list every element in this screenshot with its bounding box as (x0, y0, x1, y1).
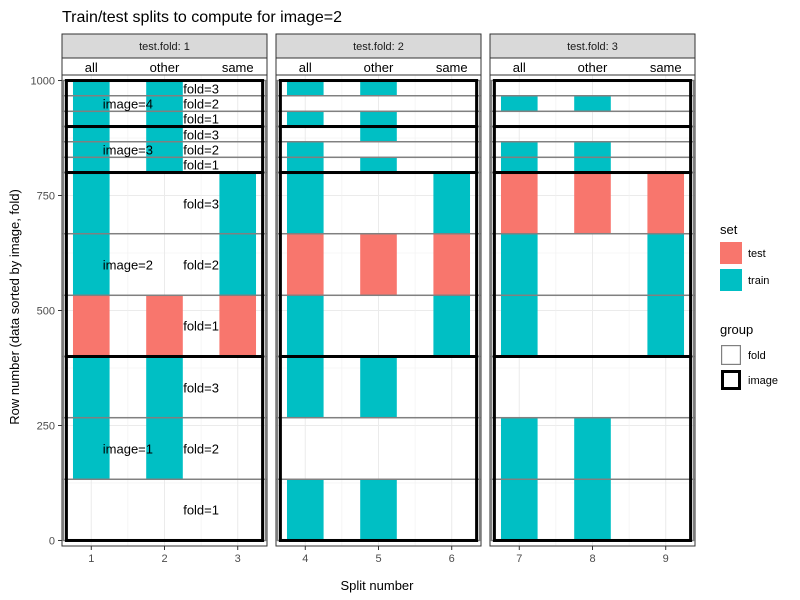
x-tick-label: 6 (449, 553, 455, 565)
x-tick-label: 2 (161, 553, 167, 565)
bar-train (146, 126, 183, 173)
legend-key-image (721, 370, 741, 390)
facet-panel: test.fold: 3 all other same 7 8 9 (489, 33, 696, 565)
x-axis-title: Split number (341, 578, 415, 593)
legend-key-test (720, 242, 742, 264)
bar-test (360, 233, 397, 296)
subset-label: all (85, 60, 98, 75)
annotation-label: fold=3 (183, 380, 219, 395)
y-tick-label: 500 (37, 306, 55, 318)
bar-test (574, 172, 611, 234)
image-rect (64, 79, 265, 129)
facet-strip (61, 33, 268, 59)
annotation-label: image=1 (103, 441, 153, 456)
facet-strip-label: test.fold: 2 (353, 41, 404, 53)
x-tick-label: 1 (88, 553, 94, 565)
x-tick-label: 8 (589, 553, 595, 565)
subset-label: other (364, 60, 394, 75)
subset-label: other (150, 60, 180, 75)
bar-train (360, 356, 397, 418)
legend-label-train: train (748, 275, 769, 287)
group-legend-title: group (720, 322, 753, 337)
bar-train (72, 126, 110, 173)
y-tick-label: 0 (49, 535, 55, 547)
bar-test (286, 233, 324, 296)
annotation-label: fold=1 (183, 158, 219, 173)
bar-test (72, 295, 110, 357)
subset-label: same (650, 60, 682, 75)
legend-label-fold: fold (748, 350, 766, 362)
facet-strip (489, 33, 696, 59)
bar-train (286, 141, 324, 234)
subset-label: all (513, 60, 526, 75)
bar-train (360, 80, 397, 96)
subset-label: same (222, 60, 254, 75)
y-tick-label: 1000 (31, 76, 55, 88)
subset-label: all (299, 60, 312, 75)
annotation-label: fold=2 (183, 258, 219, 273)
bar-train (146, 80, 183, 127)
bar-train (500, 95, 538, 112)
set-legend-title: set (720, 222, 738, 237)
legend-key-fold (720, 345, 741, 366)
annotation-label: fold=3 (183, 196, 219, 211)
annotation-label: image=2 (103, 258, 153, 273)
subset-label: other (578, 60, 608, 75)
annotation-label: image=4 (103, 97, 153, 112)
bar-train (72, 80, 110, 127)
image-rect (492, 79, 693, 129)
x-tick-label: 9 (663, 553, 669, 565)
annotation-label: fold=2 (183, 143, 219, 158)
annotation-label: fold=2 (183, 441, 219, 456)
facet-panel: test.fold: 2 all other same 4 5 6 (275, 33, 482, 565)
x-tick-label: 3 (235, 553, 241, 565)
y-tick-label: 250 (37, 420, 55, 432)
legend-key-train (720, 269, 742, 291)
annotation-label: fold=1 (183, 503, 219, 518)
legend-label-image: image (748, 375, 778, 387)
bar-train (360, 479, 397, 541)
bar-train (574, 95, 611, 112)
bar-test (219, 295, 257, 357)
facet-strip-label: test.fold: 3 (567, 41, 618, 53)
bar-train (360, 157, 397, 173)
x-tick-label: 4 (302, 553, 308, 565)
bar-test (500, 172, 538, 234)
y-tick-label: 750 (37, 191, 55, 203)
y-axis-title: Row number (data sorted by image, fold) (7, 189, 22, 425)
x-tick-label: 7 (516, 553, 522, 565)
annotation-label: image=3 (103, 143, 153, 158)
bar-test (433, 233, 471, 296)
x-tick-label: 5 (375, 553, 381, 565)
bar-train (433, 172, 471, 234)
legend-label-test: test (748, 248, 766, 260)
bar-train (286, 479, 324, 541)
image-rect (278, 79, 479, 129)
bar-train (286, 111, 324, 127)
annotation-label: fold=2 (183, 97, 219, 112)
bar-train (433, 295, 471, 357)
bar-test (146, 295, 183, 357)
facet-strip (275, 33, 482, 59)
bar-test (647, 172, 685, 234)
chart-title: Train/test splits to compute for image=2 (62, 9, 342, 26)
annotation-label: fold=3 (183, 127, 219, 142)
annotation-label: fold=1 (183, 319, 219, 334)
annotation-label: fold=3 (183, 81, 219, 96)
annotation-label: fold=1 (183, 112, 219, 127)
subset-label: same (436, 60, 468, 75)
facet-strip-label: test.fold: 1 (139, 41, 190, 53)
bar-train (286, 80, 324, 96)
